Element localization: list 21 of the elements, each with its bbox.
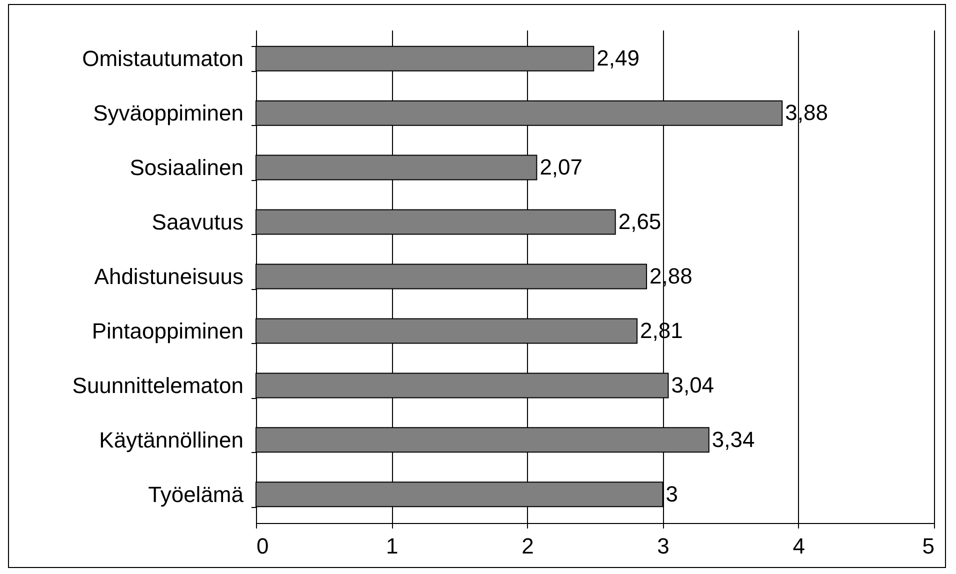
x-tick-label: 2: [522, 534, 534, 558]
x-tick-label: 4: [792, 534, 806, 558]
data-label: 2,07: [540, 154, 583, 180]
x-tick-label: 1: [386, 534, 398, 558]
y-tick-label: Omistautumaton: [82, 46, 244, 72]
data-label: 3,34: [712, 426, 755, 452]
y-tick-label: Suunnittelematon: [72, 372, 244, 398]
data-label: 2,65: [618, 209, 662, 234]
y-tick-label: Syväoppiminen: [93, 100, 244, 126]
data-label: 2,49: [596, 46, 640, 71]
y-tick-label: Käytännöllinen: [99, 427, 244, 452]
y-tick-label: Saavutus: [152, 210, 244, 235]
data-label: 3: [666, 481, 678, 506]
y-tick-label: Työelämä: [148, 482, 244, 507]
y-tick-label: Sosiaalinen: [130, 155, 244, 180]
y-tick-label: Ahdistuneisuus: [94, 264, 244, 289]
x-tick-label: 3: [657, 534, 670, 558]
x-tick-label: 0: [256, 534, 269, 558]
y-tick-label: Pintaoppiminen: [92, 318, 244, 344]
data-label: 3,04: [671, 372, 714, 398]
x-tick-label: 5: [922, 534, 934, 558]
